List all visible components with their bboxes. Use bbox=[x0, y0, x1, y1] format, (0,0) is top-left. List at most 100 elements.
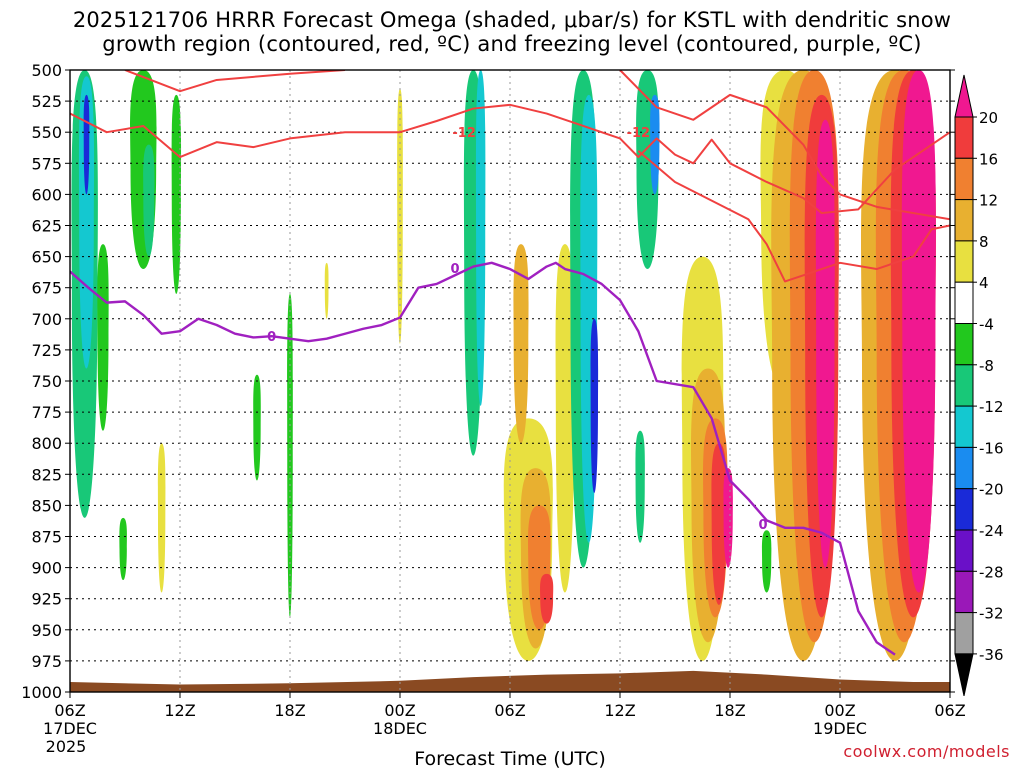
contour-label-1: -12 bbox=[627, 126, 651, 141]
y-tick-label: 825 bbox=[31, 465, 62, 484]
omega-feature-39 bbox=[815, 119, 835, 568]
omega-feature-1 bbox=[78, 76, 95, 369]
colorbar-label: 20 bbox=[979, 109, 998, 127]
contour-labels: -12 -12 0 0 0 bbox=[267, 126, 767, 533]
omega-feature-3 bbox=[97, 244, 109, 431]
y-tick-label: 575 bbox=[31, 154, 62, 173]
x-tick-label: 06Z bbox=[54, 701, 85, 720]
colorbar-label: -24 bbox=[979, 522, 1004, 540]
y-axis: 500 525 550 575 600 625 650 675 700 725 750 775 800 8… bbox=[21, 61, 955, 702]
omega-shading-layer bbox=[71, 70, 936, 661]
colorbar-bin bbox=[954, 323, 974, 366]
colorbar-label: -36 bbox=[979, 646, 1004, 664]
omega-feature-6 bbox=[143, 144, 155, 257]
colorbar-bin bbox=[954, 405, 974, 448]
colorbar-label: 16 bbox=[979, 150, 998, 168]
colorbar-bin bbox=[954, 446, 974, 490]
omega-feature-18 bbox=[540, 573, 554, 624]
colorbar-bin bbox=[954, 364, 974, 407]
y-tick-label: 900 bbox=[31, 559, 62, 578]
omega-feature-31 bbox=[723, 468, 733, 568]
x-tick-date-label: 18DEC bbox=[373, 719, 427, 738]
colorbar-bin bbox=[954, 488, 974, 531]
colorbar-bin bbox=[954, 157, 974, 201]
y-tick-label: 850 bbox=[31, 496, 62, 515]
y-tick-label: 950 bbox=[31, 621, 62, 640]
dgz-contour-upper bbox=[124, 70, 346, 93]
omega-feature-14 bbox=[475, 70, 486, 406]
x-tick-date-label: 19DEC bbox=[813, 719, 867, 738]
omega-feature-9 bbox=[253, 374, 261, 481]
contour-layer bbox=[70, 70, 950, 656]
omega-feature-30 bbox=[711, 443, 727, 605]
dgz-contour-mid bbox=[637, 150, 950, 283]
y-tick-label: 650 bbox=[31, 248, 62, 267]
y-tick-label: 700 bbox=[31, 310, 62, 329]
dgz-contour-right bbox=[619, 70, 950, 221]
y-tick-label: 675 bbox=[31, 279, 62, 298]
y-tick-label: 550 bbox=[31, 123, 62, 142]
omega-feature-23 bbox=[590, 318, 599, 493]
colorbar-label: -8 bbox=[979, 357, 994, 375]
x-tick-label: 12Z bbox=[604, 701, 635, 720]
colorbar-bottom-arrow bbox=[954, 653, 974, 697]
chart-title-line-1: 2025121706 HRRR Forecast Omega (shaded, … bbox=[72, 8, 952, 32]
colorbar-bin bbox=[954, 281, 974, 325]
y-tick-label: 725 bbox=[31, 341, 62, 360]
grid-lines bbox=[70, 70, 950, 692]
y-tick-label: 925 bbox=[31, 590, 62, 609]
x-tick-date-label: 17DEC bbox=[43, 719, 97, 738]
y-tick-label: 750 bbox=[31, 372, 62, 391]
y-tick-label: 875 bbox=[31, 528, 62, 547]
y-tick-label: 775 bbox=[31, 403, 62, 422]
y-tick-label: 975 bbox=[31, 652, 62, 671]
omega-feature-25 bbox=[650, 94, 660, 195]
contour-label-4: 0 bbox=[758, 518, 767, 533]
colorbar-label: 4 bbox=[979, 274, 989, 292]
x-tick-label: 00Z bbox=[824, 701, 855, 720]
omega-feature-4 bbox=[119, 517, 127, 581]
colorbar-bin bbox=[954, 529, 974, 572]
freezing-level-contour bbox=[70, 261, 896, 656]
omega-feature-11 bbox=[324, 262, 329, 319]
x-tick-label: 06Z bbox=[934, 701, 965, 720]
chart-title-line-2: growth region (contoured, red, ºC) and f… bbox=[102, 32, 922, 56]
x-tick-year-label: 2025 bbox=[46, 737, 87, 756]
omega-feature-7 bbox=[171, 94, 182, 294]
y-tick-label: 600 bbox=[31, 185, 62, 204]
omega-feature-20 bbox=[513, 244, 529, 444]
x-tick-label: 12Z bbox=[164, 701, 195, 720]
contour-label-2: 0 bbox=[450, 262, 459, 277]
colorbar-label: -16 bbox=[979, 439, 1004, 457]
x-tick-label: 00Z bbox=[384, 701, 415, 720]
omega-feature-12 bbox=[397, 88, 403, 344]
colorbar-bin bbox=[954, 570, 974, 614]
omega-feature-32 bbox=[761, 530, 772, 593]
omega-feature-43 bbox=[901, 70, 936, 593]
dgz-contour-minus12 bbox=[70, 103, 950, 215]
credit-text: coolwx.com/models bbox=[843, 742, 1010, 761]
contour-label-0: -12 bbox=[452, 126, 476, 141]
colorbar-bin bbox=[954, 116, 974, 159]
x-axis-label: Forecast Time (UTC) bbox=[414, 748, 605, 768]
colorbar-label: 12 bbox=[979, 192, 998, 210]
x-tick-label: 18Z bbox=[274, 701, 305, 720]
omega-feature-26 bbox=[635, 430, 645, 543]
colorbar-bin bbox=[954, 612, 974, 655]
y-tick-label: 525 bbox=[31, 92, 62, 111]
x-tick-label: 18Z bbox=[714, 701, 745, 720]
colorbar-label: -28 bbox=[979, 563, 1004, 581]
colorbar-bin bbox=[954, 199, 974, 242]
y-tick-label: 800 bbox=[31, 434, 62, 453]
y-tick-label: 625 bbox=[31, 217, 62, 236]
colorbar: 20 16 12 8 4 -4 -8 -12 -16 -20 -24 -28 -32 -36 bbox=[954, 74, 1004, 697]
omega-feature-2 bbox=[83, 94, 90, 195]
y-tick-label: 500 bbox=[31, 61, 62, 80]
contour-label-3: 0 bbox=[267, 330, 276, 345]
colorbar-top-arrow bbox=[954, 74, 974, 118]
colorbar-label: 8 bbox=[979, 233, 989, 251]
colorbar-label: -32 bbox=[979, 605, 1004, 623]
y-tick-label: 1000 bbox=[21, 683, 62, 702]
